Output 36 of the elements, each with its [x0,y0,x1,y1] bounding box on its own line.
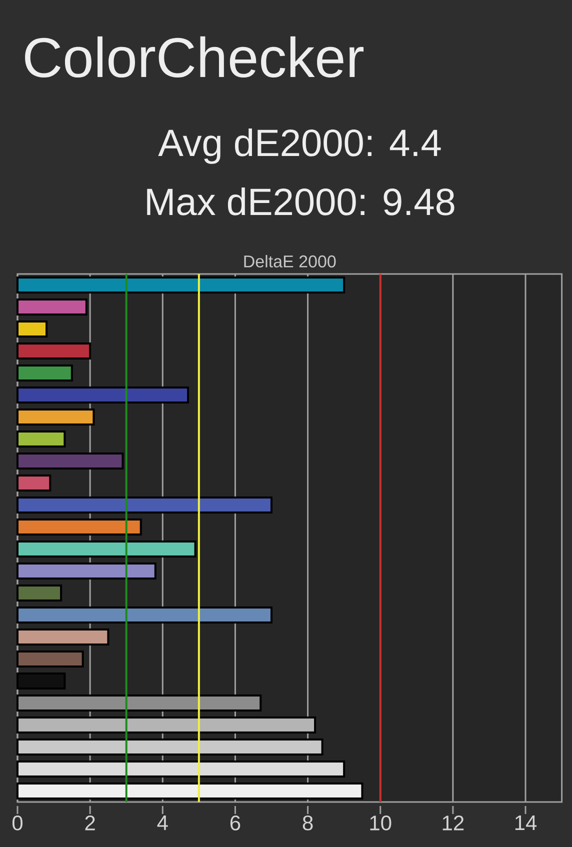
bar [16,496,273,514]
bar [16,364,73,382]
bar [16,716,316,734]
bar [16,474,52,492]
bar [16,320,48,338]
x-tick-label: 10 [370,816,392,830]
bar [16,628,110,646]
bar [16,760,346,778]
bar [16,584,62,602]
bar [16,342,92,360]
bar [16,408,95,426]
x-tick-label: 12 [442,816,464,830]
x-tick-label: 6 [230,816,240,830]
bar [16,562,156,580]
bar [16,672,66,690]
bar [16,606,273,624]
chart-title: ColorChecker [25,36,364,78]
x-tick-label: 0 [12,816,23,830]
bar [16,694,262,712]
x-axis-title: DeltaE 2000 [244,254,336,268]
bar [16,452,124,470]
bar [16,430,66,448]
bar [16,540,196,558]
x-tick-label: 8 [302,816,313,830]
bar [16,386,190,404]
bar [16,738,324,756]
x-tick-label: 4 [157,816,168,830]
bar [16,782,364,800]
text: Max dE2000: 9.48 [147,187,454,216]
bar [16,298,88,316]
bar [16,276,346,294]
x-tick-label: 14 [515,816,537,830]
chart-subtitle: Avg dE2000: 4.4 [158,128,441,164]
x-tick-label: 2 [85,816,95,830]
bar [16,650,84,668]
bar [16,518,142,536]
